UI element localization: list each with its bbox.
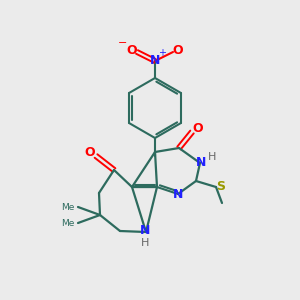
Text: O: O (173, 44, 183, 58)
Text: O: O (85, 146, 95, 158)
Text: H: H (208, 152, 216, 162)
Text: H: H (141, 238, 149, 248)
Text: Me: Me (61, 202, 75, 211)
Text: O: O (127, 44, 137, 58)
Text: N: N (150, 55, 160, 68)
Text: +: + (158, 48, 166, 58)
Text: N: N (140, 224, 150, 238)
Text: −: − (118, 38, 128, 48)
Text: N: N (173, 188, 183, 202)
Text: Me: Me (61, 218, 75, 227)
Text: S: S (217, 179, 226, 193)
Text: O: O (193, 122, 203, 134)
Text: N: N (196, 157, 206, 169)
